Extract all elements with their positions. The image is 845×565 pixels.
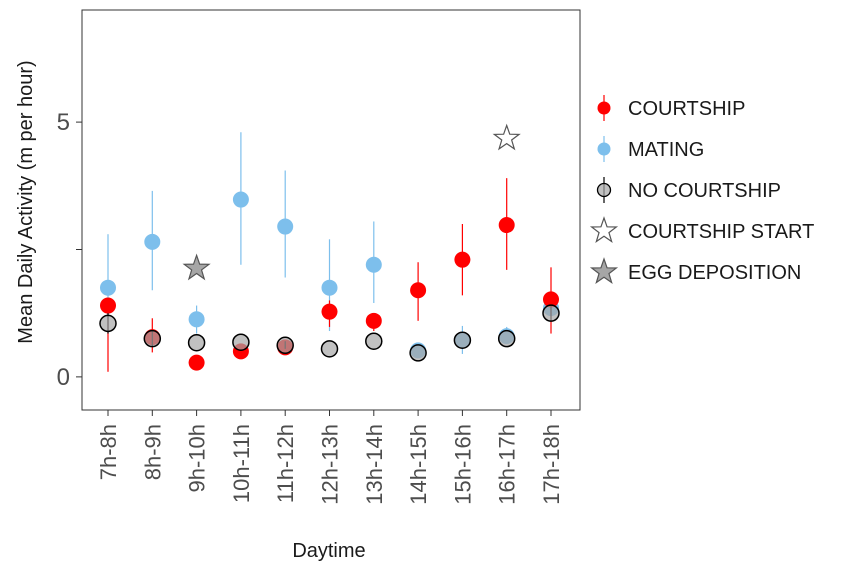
data-point (188, 354, 205, 371)
legend-label: COURTSHIP (628, 98, 745, 120)
data-point (410, 282, 427, 299)
y-axis-label: Mean Daily Activity (m per hour) (15, 60, 37, 343)
x-tick-label: 16h-17h (495, 424, 520, 505)
x-axis-label: Daytime (292, 540, 365, 562)
legend: COURTSHIP MATING NO COURTSHIP COURTSHIP STA… (589, 95, 814, 284)
x-tick-label: 14h-15h (406, 424, 431, 505)
data-point (99, 314, 117, 333)
legend-marker (597, 101, 611, 115)
x-tick-label: 17h-18h (539, 424, 564, 505)
data-point (100, 297, 116, 314)
data-point (498, 217, 515, 234)
x-tick-label: 10h-11h (229, 424, 254, 503)
x-tick-label: 12h-13h (318, 424, 343, 505)
y-tick-label: 0 (57, 364, 70, 391)
y-axis: 05 (57, 109, 82, 391)
x-tick-label: 11h-12h (273, 424, 298, 503)
data-point (497, 329, 516, 348)
data-point (365, 332, 383, 350)
x-tick-label: 7h-8h (96, 424, 121, 480)
data-point (276, 336, 294, 355)
data-point (321, 279, 338, 296)
legend-label: MATING (628, 139, 704, 161)
data-point (454, 251, 471, 268)
x-axis: 7h-8h 8h-9h 9h-10h 10h-11h 11h-12h 12h-13h 13h… (96, 410, 564, 505)
data-point (321, 303, 338, 320)
data-point (187, 333, 206, 352)
star-point (182, 253, 211, 281)
legend-label: NO COURTSHIP (628, 180, 781, 202)
plot-layer (99, 123, 560, 372)
data-point (188, 311, 205, 328)
star-point (492, 123, 521, 151)
data-point (542, 304, 560, 322)
data-point (365, 256, 382, 273)
legend-label: COURTSHIP START (628, 221, 814, 243)
y-tick-label: 5 (57, 109, 70, 136)
x-tick-label: 13h-14h (362, 424, 387, 505)
x-tick-label: 8h-9h (140, 424, 165, 480)
data-point (100, 279, 116, 296)
data-point (232, 191, 249, 208)
legend-label: EGG DEPOSITION (628, 262, 801, 284)
legend-marker (596, 182, 612, 198)
legend-star-marker (589, 257, 619, 284)
data-point (143, 329, 162, 348)
legend-marker (597, 142, 611, 156)
x-tick-label: 15h-16h (450, 424, 475, 505)
data-point (144, 233, 161, 250)
data-point (409, 344, 427, 362)
data-point (232, 333, 250, 351)
data-point (320, 340, 339, 358)
data-point (277, 218, 294, 235)
data-point (365, 312, 382, 329)
plot-frame (81, 9, 581, 411)
data-point (453, 331, 472, 349)
x-tick-label: 9h-10h (185, 424, 210, 493)
legend-star-marker (589, 216, 619, 243)
data-point (543, 291, 559, 308)
